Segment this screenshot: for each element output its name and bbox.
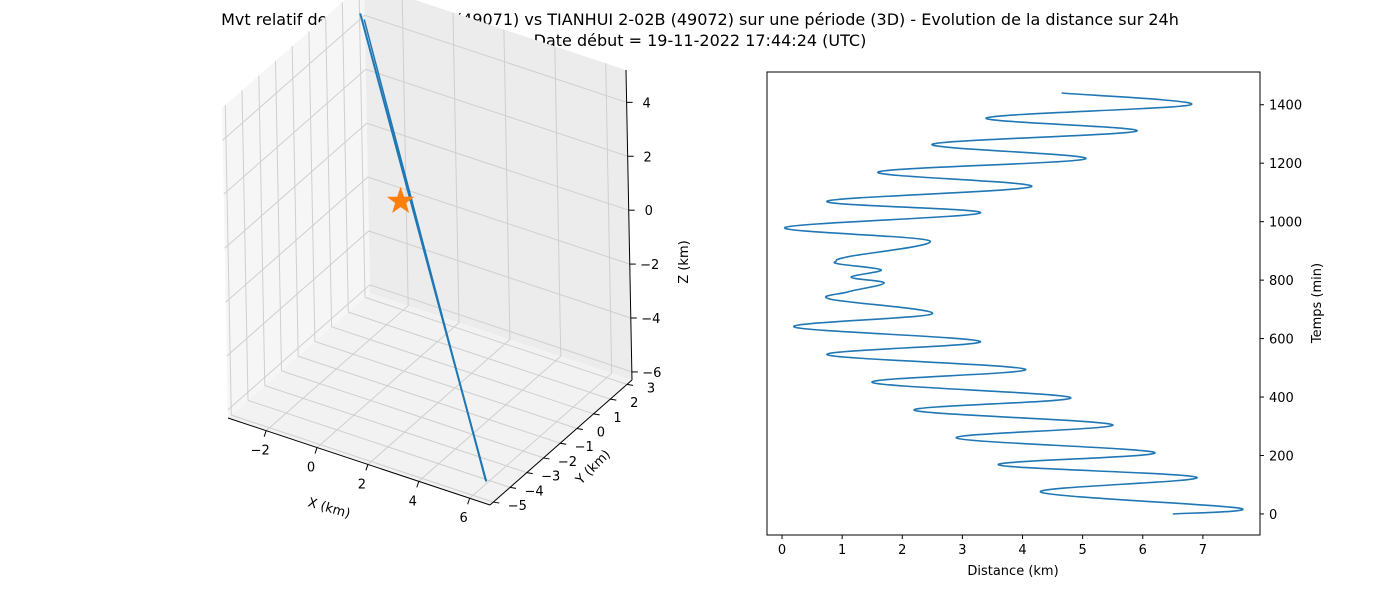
y-gridline: [325, 16, 594, 415]
3d-gridlines: [222, 0, 632, 503]
3d-z-axis-label: Z (km): [677, 240, 692, 283]
z-gridline: [226, 230, 631, 357]
z-gridline: [223, 68, 628, 195]
x-gridline: [367, 29, 511, 465]
y-axis-line: [489, 379, 633, 506]
3d-trajectory: [359, 13, 488, 482]
trajectory-line-b: [363, 19, 487, 480]
y-tick-mark: [543, 457, 550, 460]
y-tick-label: −4: [524, 484, 543, 499]
x-tick-mark: [263, 430, 267, 437]
x-gridline: [265, 0, 409, 432]
x-tick-mark: [365, 464, 369, 471]
y-gridline: [241, 90, 511, 488]
z-tick-label: −2: [640, 258, 659, 273]
3d-axis-lines: [227, 69, 638, 506]
figure-subtitle: Date début = 19-11-2022 17:44:24 (UTC): [533, 31, 867, 50]
y-tick-label: 2: [630, 396, 638, 411]
y-gridline: [291, 46, 561, 444]
x-tick-mark: [416, 481, 420, 488]
y-gridline: [358, 0, 628, 385]
x-tick-label: −2: [251, 444, 270, 459]
z-tick-label: −4: [641, 312, 660, 327]
x-tick-mark: [314, 447, 318, 454]
y-tick-mark: [493, 501, 500, 504]
y-tick-mark: [626, 383, 634, 386]
x-tick-label: 4: [409, 494, 417, 509]
y-tick-mark: [610, 398, 617, 401]
x-tick-mark: [467, 498, 471, 505]
x-gridline: [316, 12, 460, 448]
3d-x-axis-label: X (km): [306, 495, 352, 521]
z-tick-label: −6: [642, 366, 661, 381]
x-gridline: [469, 63, 613, 499]
z-axis-line: [625, 69, 633, 381]
x-gridline: [418, 46, 562, 482]
3d-axis-panes: [222, 0, 632, 505]
y-tick-label: −5: [508, 499, 527, 514]
y-tick-label: 0: [597, 426, 605, 441]
y-tick-mark: [576, 428, 583, 431]
z-gridline: [222, 14, 627, 141]
y-gridline: [224, 105, 494, 503]
z-gridline: [224, 122, 629, 249]
origin-star-marker: [386, 186, 415, 214]
y-gridline: [341, 2, 611, 400]
z-gridline: [225, 176, 630, 303]
y-tick-label: 3: [647, 381, 655, 396]
x-tick-label: 6: [460, 511, 468, 526]
z-gridline: [227, 284, 632, 411]
y-tick-mark: [593, 413, 600, 416]
y-tick-mark: [509, 486, 517, 489]
y-gridline: [258, 75, 527, 474]
x-axis-line: [227, 417, 491, 506]
x-tick-label: 0: [307, 461, 315, 476]
z-tick-label: 4: [642, 96, 650, 111]
y-tick-label: −2: [558, 455, 577, 470]
y-tick-label: −3: [541, 470, 560, 485]
y-gridline: [308, 31, 578, 429]
y-tick-mark: [560, 442, 567, 445]
y-tick-mark: [526, 472, 533, 475]
x-tick-label: 2: [358, 477, 366, 492]
y-gridline: [275, 60, 544, 459]
z-tick-label: 0: [645, 204, 653, 219]
z-tick-label: 2: [644, 150, 652, 165]
back-pane: [364, 0, 632, 380]
y-tick-label: −1: [575, 440, 594, 455]
y-tick-label: 1: [613, 411, 621, 426]
